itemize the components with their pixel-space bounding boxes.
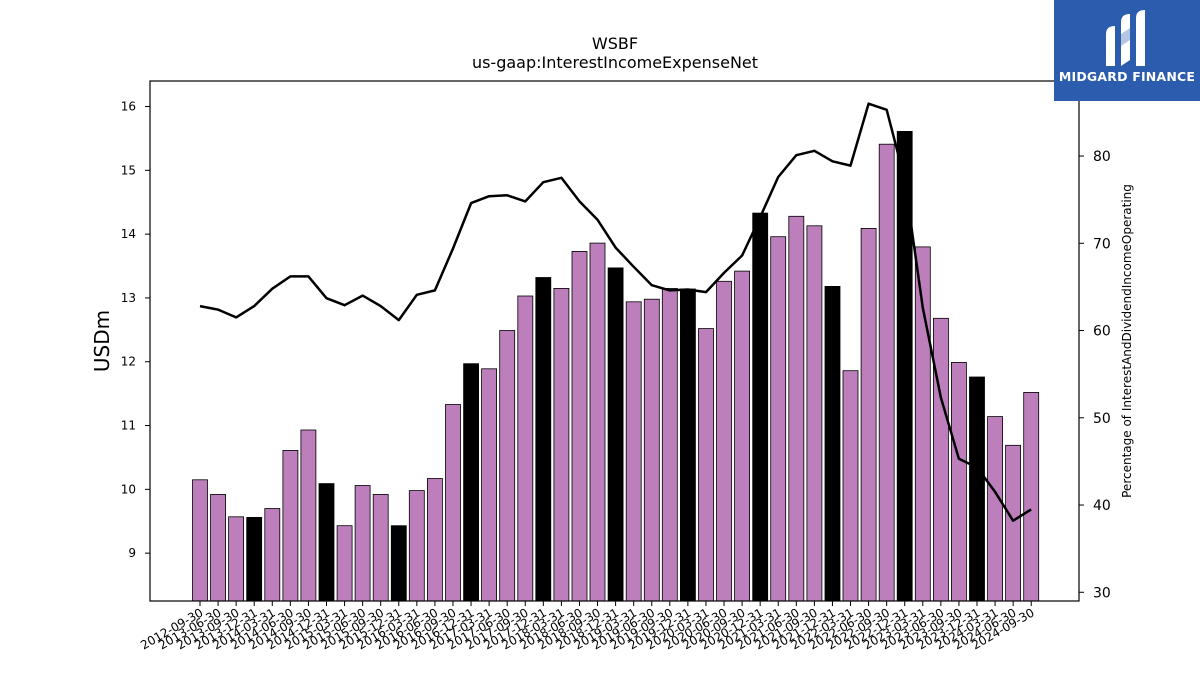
bar-26 [661,287,678,602]
bar-15 [463,363,480,602]
y2-tick-label-0: 30 [1093,585,1111,601]
y-tick-label-7: 16 [121,100,136,114]
y-tick-label-6: 15 [121,163,136,177]
bar-6 [300,429,317,602]
bar-37 [860,227,877,602]
bar-18 [517,295,534,602]
bar-12 [408,490,425,602]
bar-10 [372,493,389,602]
bar-34 [806,225,823,602]
line-group [199,102,1032,522]
y2-tick-label-3: 60 [1093,324,1111,340]
ratio-line [199,102,1032,522]
logo-text: MIDGARD FINANCE [1058,69,1196,84]
y2-tick-label-5: 80 [1093,149,1111,165]
bar-7 [318,483,335,602]
axes-group: 9101112131415163040506070802012-09-30201… [121,80,1111,652]
bar-36 [842,370,859,602]
y2-tick-label-2: 50 [1093,411,1111,427]
bar-2 [228,516,245,602]
bar-1 [210,493,227,602]
y-tick-label-3: 12 [121,355,136,369]
y2-tick-label-4: 70 [1093,236,1111,252]
bar-3 [246,517,263,602]
bar-38 [878,143,895,602]
y-tick-label-4: 13 [121,291,136,305]
bar-23 [607,267,624,602]
bar-31 [752,212,769,602]
bar-42 [951,361,967,602]
bar-21 [571,250,588,602]
bar-41 [933,317,949,602]
bar-43 [969,376,985,602]
bar-11 [390,525,407,602]
y2-tick-label-1: 40 [1093,498,1111,514]
bar-13 [426,478,443,602]
bar-32 [770,236,787,602]
bar-33 [788,215,805,602]
y-tick-label-0: 9 [128,546,136,560]
bars-group [192,130,1040,602]
y-tick-label-1: 10 [121,482,136,496]
y2-axis-label: Percentage of InterestAndDividendIncomeO… [1120,184,1134,498]
bar-39 [896,130,913,602]
logo-mark-icon [1106,10,1145,66]
bar-24 [625,301,642,602]
bar-5 [282,449,299,602]
bar-28 [698,328,714,602]
brand-logo: MIDGARD FINANCE [1054,0,1200,101]
bar-8 [336,525,353,602]
bar-14 [445,404,461,602]
bar-20 [553,287,570,602]
bar-45 [1005,444,1021,602]
bar-44 [987,416,1003,602]
bar-4 [264,508,281,602]
plot-frame [149,80,1080,602]
bar-29 [716,280,732,602]
bar-30 [734,270,750,602]
bar-46 [1023,391,1040,602]
bar-17 [499,330,516,602]
chart-subtitle: us-gaap:InterestIncomeExpenseNet [472,53,758,72]
bar-19 [535,277,552,602]
bar-22 [589,242,606,602]
y-axis-label: USDm [90,310,114,372]
bar-0 [192,479,208,602]
chart-title: WSBF [592,34,638,53]
bar-9 [354,485,371,602]
bar-16 [481,368,498,602]
bar-35 [824,285,841,602]
bar-27 [680,288,696,602]
y-tick-label-5: 14 [121,227,136,241]
bar-25 [643,298,660,602]
y-tick-label-2: 11 [121,419,136,433]
